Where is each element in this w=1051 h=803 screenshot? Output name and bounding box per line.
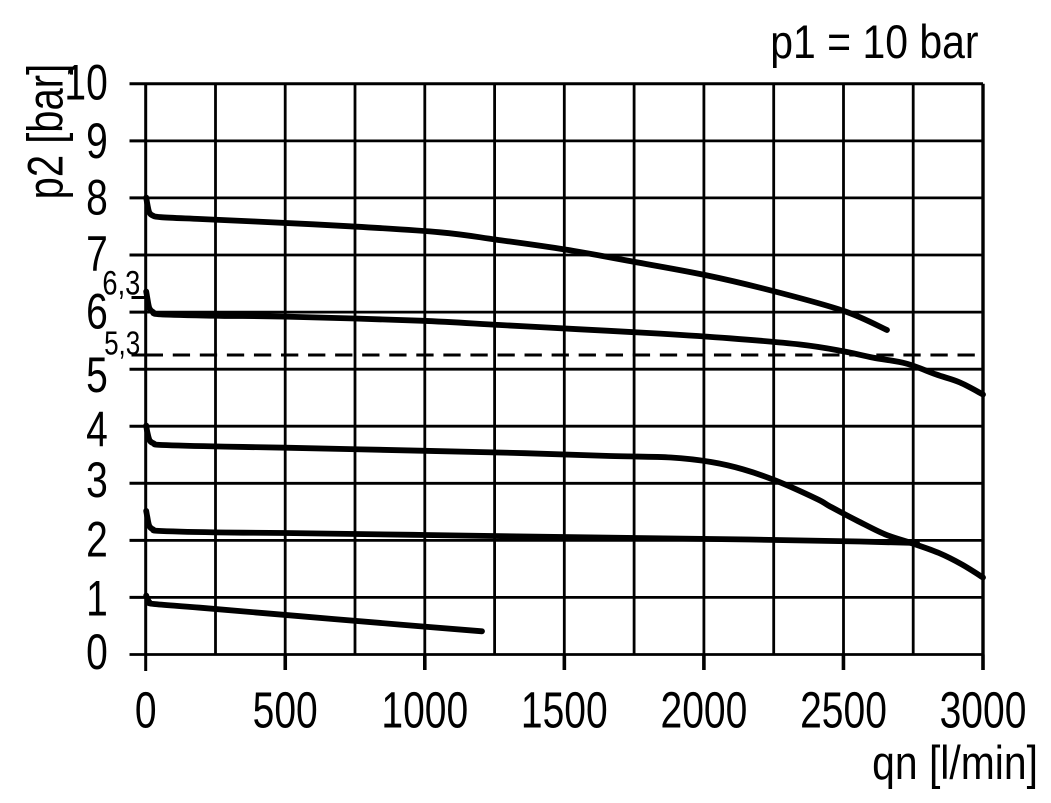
svg-text:qn [l/min]: qn [l/min] [872, 737, 1038, 789]
svg-text:2: 2 [86, 511, 108, 568]
svg-text:0: 0 [135, 682, 157, 739]
svg-text:p1 = 10 bar: p1 = 10 bar [770, 16, 978, 68]
svg-text:5,3: 5,3 [104, 326, 140, 363]
svg-text:2500: 2500 [800, 682, 887, 739]
svg-text:6: 6 [86, 283, 108, 340]
svg-text:3000: 3000 [940, 682, 1027, 739]
svg-text:1000: 1000 [381, 682, 468, 739]
svg-text:0: 0 [86, 623, 108, 680]
svg-text:5: 5 [86, 346, 108, 403]
svg-text:10: 10 [64, 54, 107, 111]
svg-text:9: 9 [86, 112, 108, 169]
svg-text:p2 [bar]: p2 [bar] [17, 64, 73, 200]
svg-text:6,3: 6,3 [102, 263, 140, 302]
svg-text:2000: 2000 [661, 682, 748, 739]
svg-text:500: 500 [253, 682, 318, 739]
svg-text:1: 1 [86, 570, 108, 627]
svg-text:8: 8 [86, 169, 108, 226]
svg-text:7: 7 [86, 225, 108, 282]
svg-text:1500: 1500 [521, 682, 608, 739]
svg-text:4: 4 [86, 401, 108, 458]
svg-text:3: 3 [86, 451, 108, 508]
